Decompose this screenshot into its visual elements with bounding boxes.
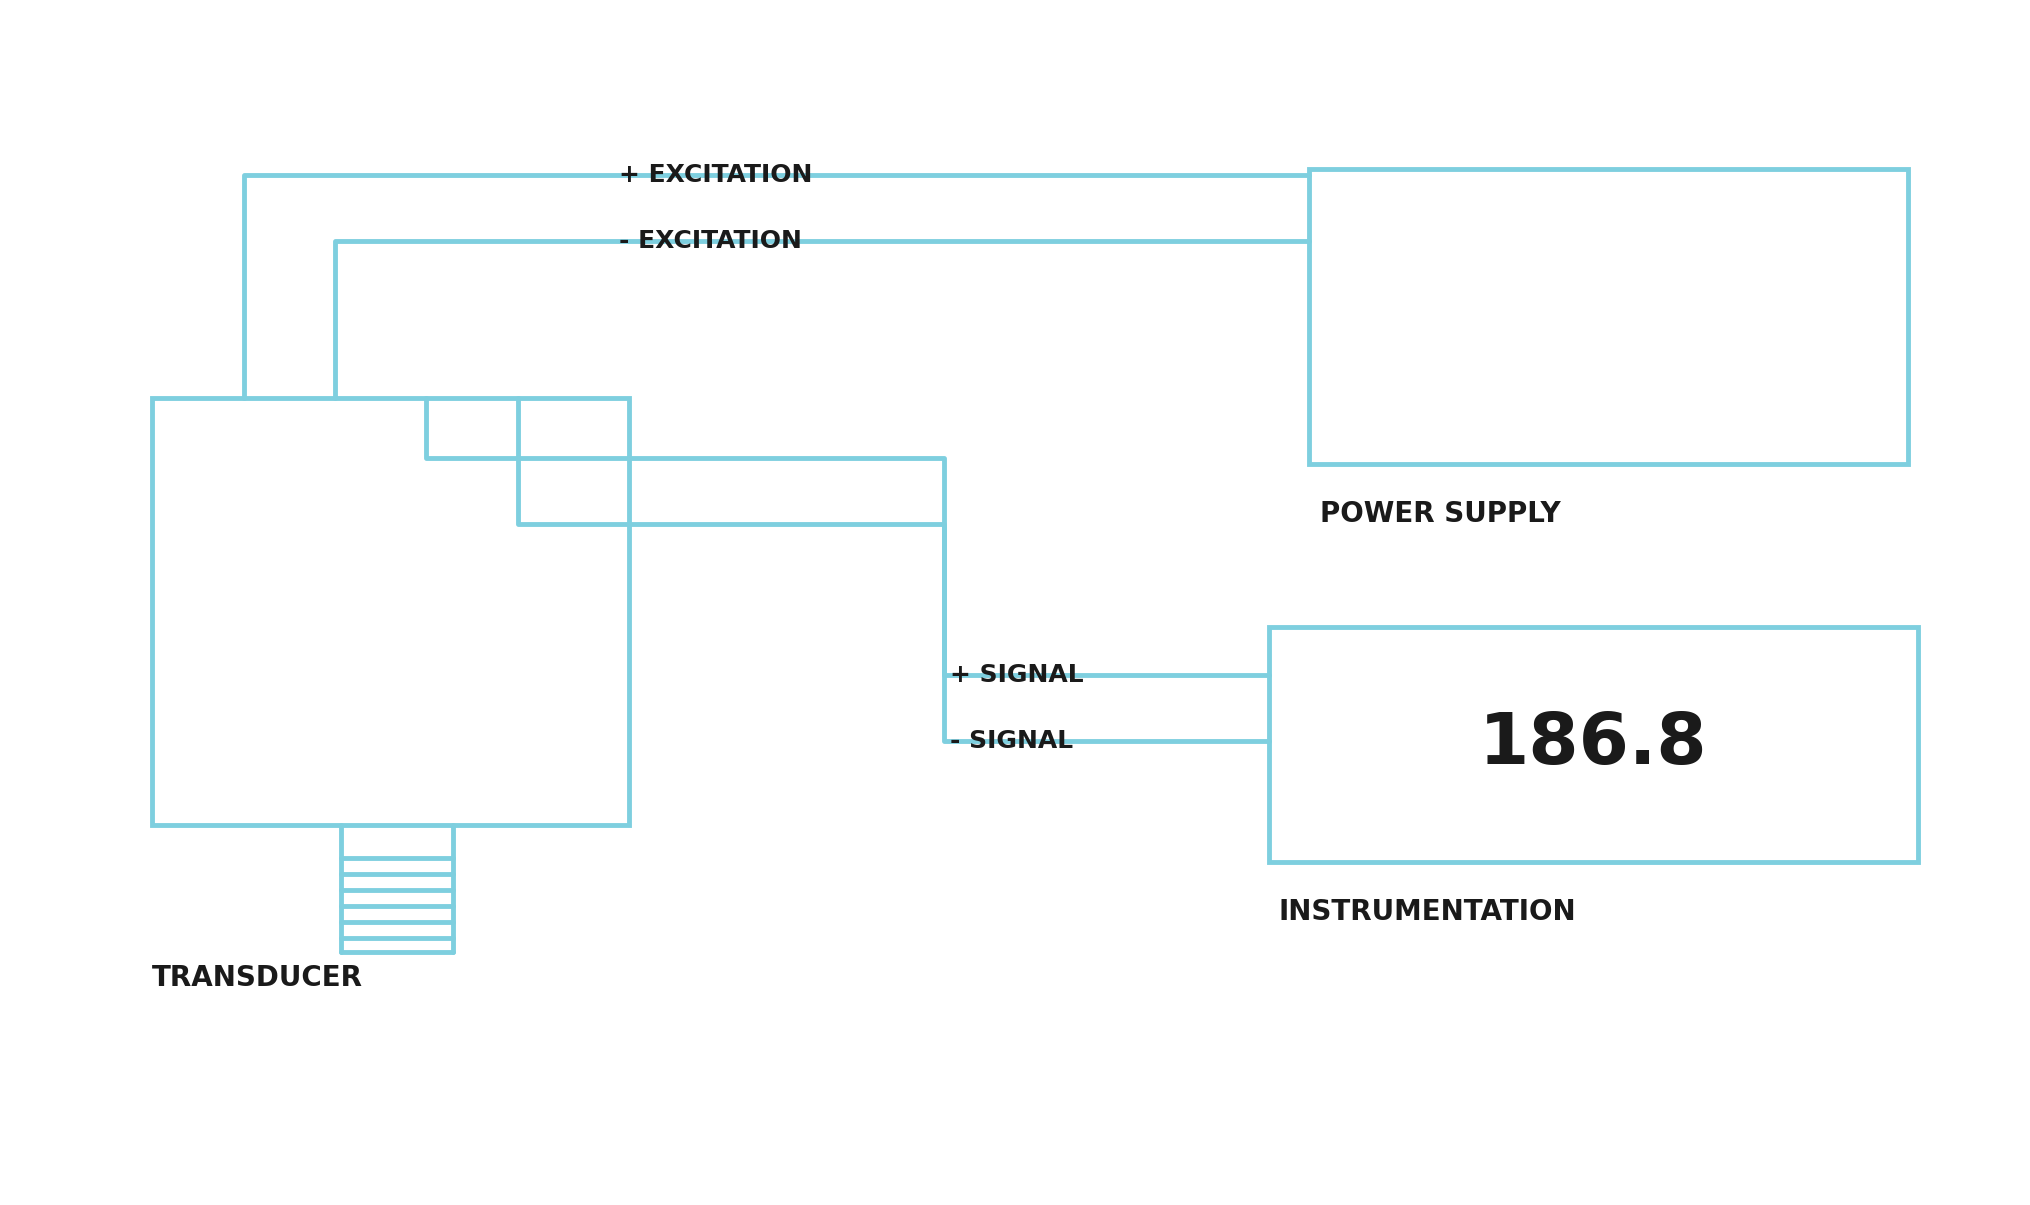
Text: - EXCITATION: - EXCITATION: [619, 229, 802, 253]
Text: + EXCITATION: + EXCITATION: [619, 163, 812, 187]
Bar: [152, 398, 629, 825]
Bar: [1269, 627, 1918, 862]
Bar: [1309, 169, 1908, 464]
Text: + SIGNAL: + SIGNAL: [950, 663, 1084, 687]
Text: 186.8: 186.8: [1480, 710, 1707, 778]
Text: INSTRUMENTATION: INSTRUMENTATION: [1279, 898, 1577, 925]
Text: POWER SUPPLY: POWER SUPPLY: [1320, 500, 1561, 528]
Text: - SIGNAL: - SIGNAL: [950, 729, 1074, 753]
Text: TRANSDUCER: TRANSDUCER: [152, 964, 363, 992]
